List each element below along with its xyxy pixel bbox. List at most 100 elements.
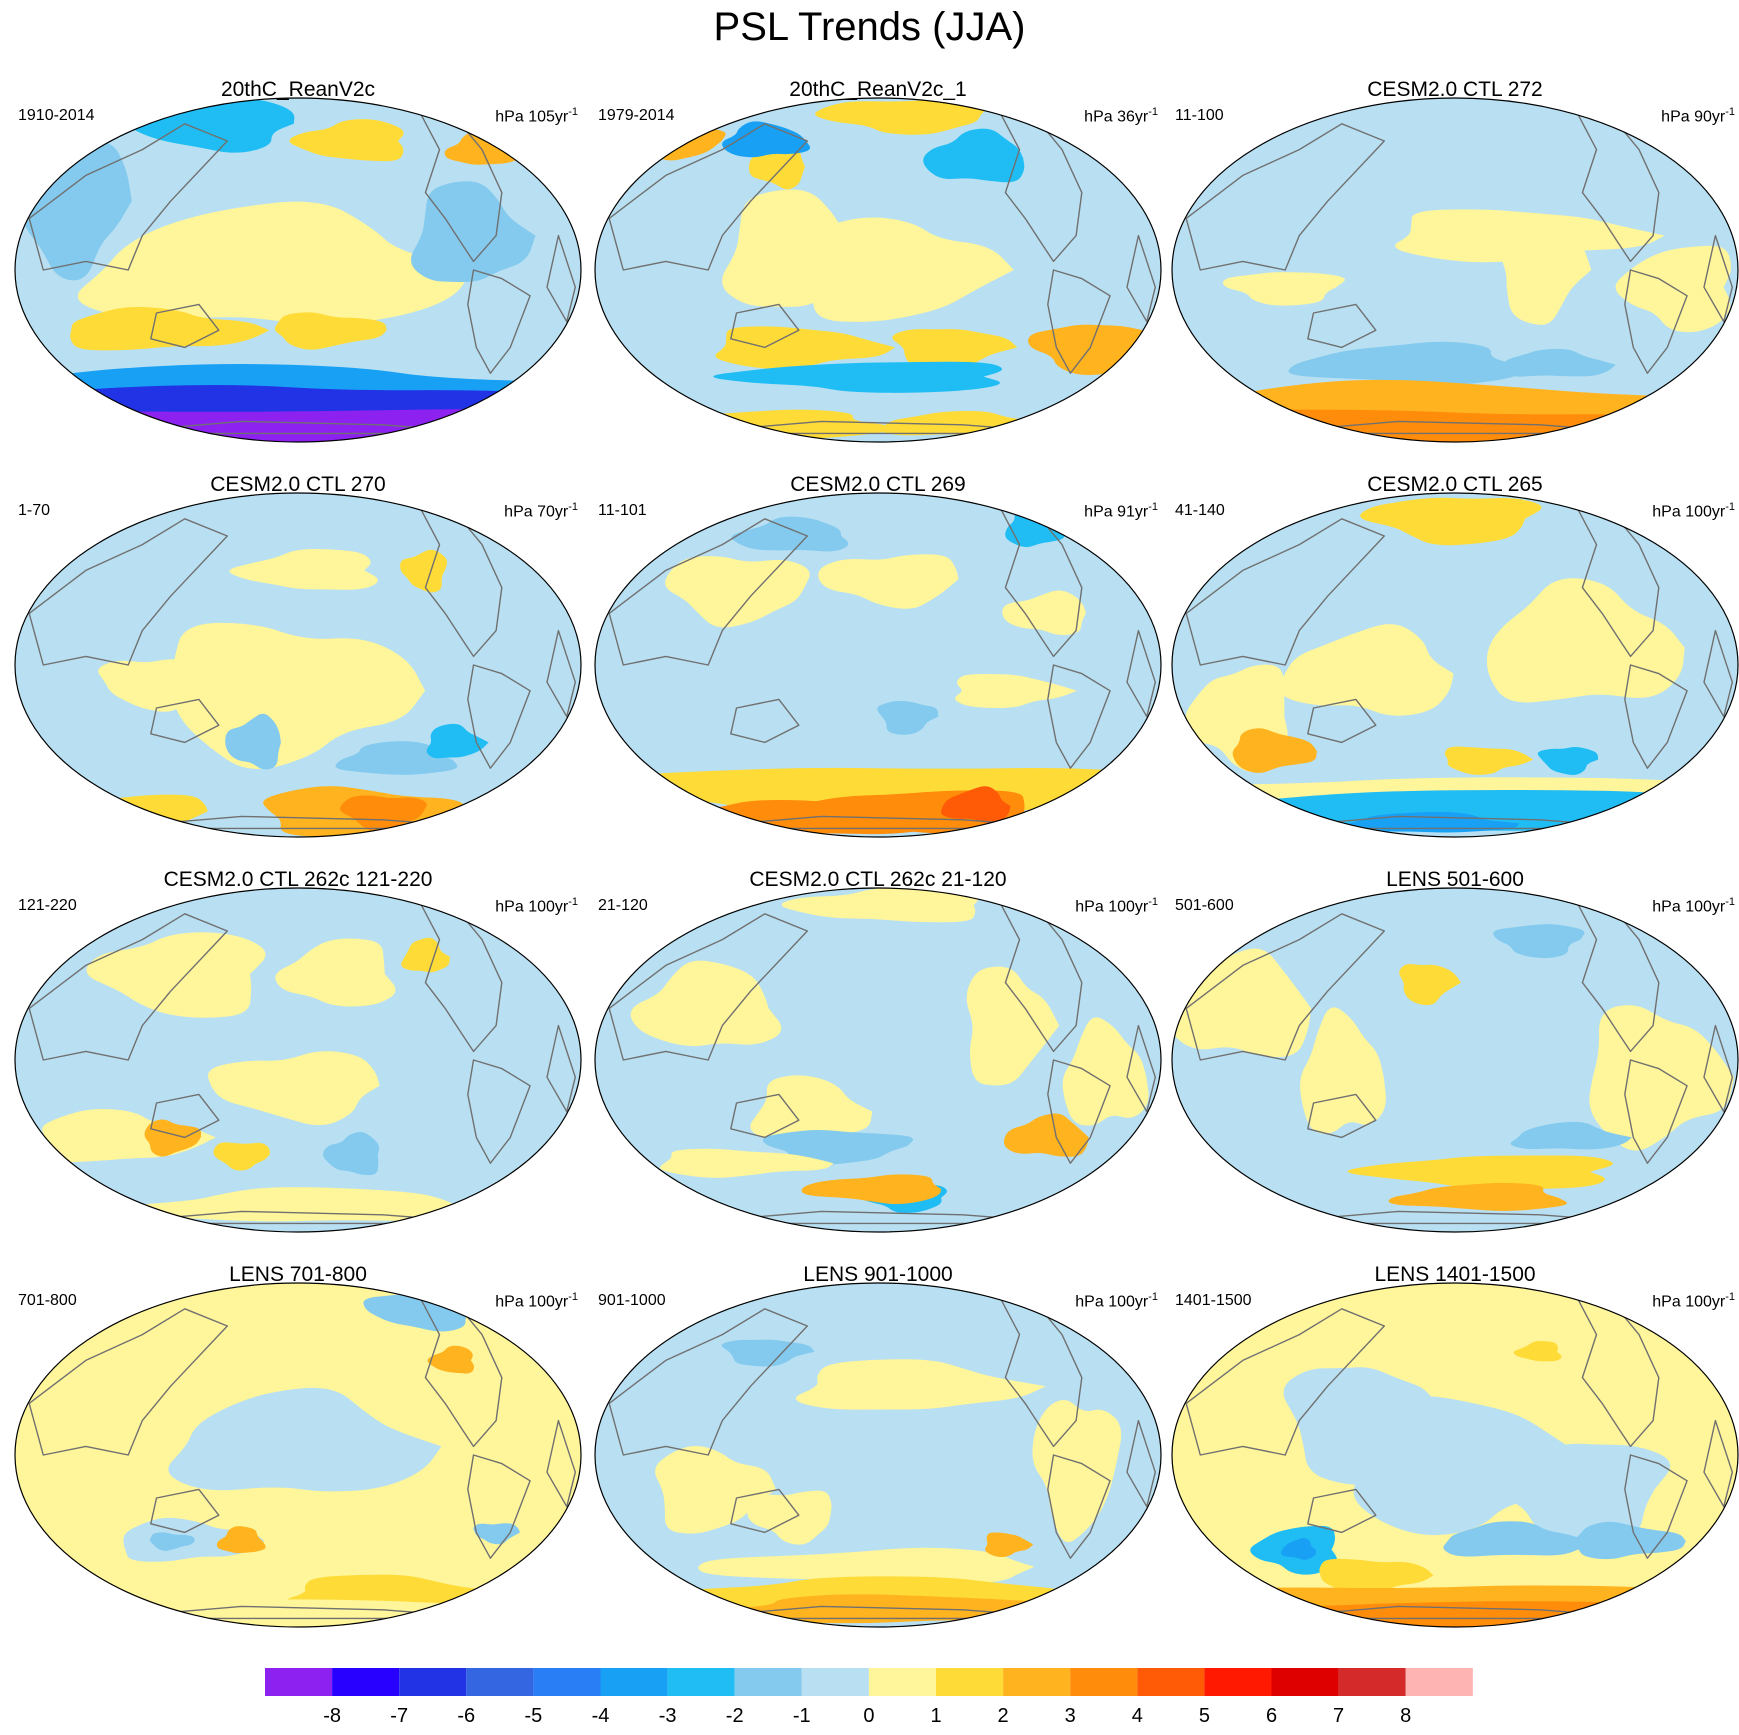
panel-title: LENS 701-800 [229, 1263, 367, 1286]
colorbar-tick-label: 0 [863, 1705, 874, 1727]
coastline [1126, 1419, 1156, 1508]
colorbar-swatch [1137, 1668, 1205, 1696]
psl-trend-contour [125, 1187, 488, 1222]
coastline [467, 1454, 531, 1559]
panel-units-text: hPa 91yr [1084, 503, 1149, 521]
panel-units: hPa 100yr-1 [495, 1287, 578, 1312]
psl-trend-contour [1486, 578, 1685, 703]
coastline [1185, 913, 1385, 1061]
psl-trend-contour [1347, 1155, 1613, 1190]
panel-units-exponent: -1 [1148, 106, 1158, 118]
colorbar-tick-label: 1 [930, 1705, 941, 1727]
coastlines [608, 895, 1156, 1225]
coastlines [28, 105, 576, 435]
panel-units-exponent: -1 [1148, 896, 1158, 908]
map-panel: LENS 901-1000 901-1000 hPa 100yr-1 [588, 1263, 1168, 1658]
coastline [1703, 1024, 1733, 1113]
panel-units: hPa 100yr-1 [1652, 892, 1735, 917]
psl-trend-contour [1336, 811, 1519, 833]
map-plot [14, 492, 582, 838]
map-panel: CESM2.0 CTL 262c 21-120 21-120 hPa 100yr-1 [588, 868, 1168, 1263]
map-border [14, 1282, 582, 1628]
panel-units-text: hPa 100yr [1075, 1293, 1149, 1311]
psl-trend-contour [781, 888, 978, 923]
coastlines [28, 500, 576, 830]
coastlines [1185, 105, 1733, 435]
coastline [546, 1419, 576, 1508]
psl-trend-contour [86, 932, 266, 1018]
map-field [15, 493, 581, 837]
psl-trend-contour [1003, 1113, 1089, 1157]
psl-trend-contour [1319, 1558, 1434, 1595]
panel-period: 901-1000 [598, 1292, 666, 1309]
psl-trend-contour [715, 326, 896, 369]
colorbar-swatch [667, 1668, 735, 1696]
psl-trend-contour [1399, 963, 1461, 1006]
colorbar-tick-label: 5 [1199, 1705, 1210, 1727]
map-plot [594, 1282, 1162, 1628]
coastline [608, 1308, 808, 1456]
coastline [996, 500, 1083, 658]
coastline [1573, 1290, 1660, 1448]
psl-trend-contour [659, 1148, 834, 1178]
coastline [416, 1290, 503, 1448]
panel-units-text: hPa 36yr [1084, 108, 1149, 126]
colorbar-swatch [1271, 1668, 1339, 1696]
psl-trend-contour [411, 181, 536, 282]
map-plot [1171, 1282, 1739, 1628]
coastline [1703, 629, 1733, 718]
coastline [1307, 303, 1377, 349]
colorbar-swatch [1338, 1668, 1406, 1696]
map-border [1171, 887, 1739, 1233]
panel-units: hPa 70yr-1 [504, 497, 578, 522]
coastline [679, 1605, 1077, 1620]
coastline [99, 1210, 497, 1225]
coastline [1703, 1419, 1733, 1508]
panel-period: 1910-2014 [18, 107, 95, 124]
psl-trend-contour [1232, 728, 1317, 773]
panel-units-text: hPa 70yr [504, 503, 569, 521]
coastline [679, 815, 1077, 830]
colorbar-tick-label: -5 [525, 1705, 543, 1727]
panel-units-text: hPa 100yr [1652, 1293, 1726, 1311]
colorbar-swatch [533, 1668, 601, 1696]
psl-trend-contour [698, 1547, 1035, 1586]
coastline [28, 518, 228, 666]
psl-trend-contour [801, 217, 1014, 322]
psl-trend-contour [892, 329, 1018, 370]
map-plot [14, 97, 582, 443]
psl-trend-contour [1062, 1017, 1149, 1126]
psl-trend-contour [625, 409, 888, 439]
panel-units-exponent: -1 [1725, 106, 1735, 118]
map-plot [1171, 97, 1739, 443]
map-border [594, 887, 1162, 1233]
map-field [595, 493, 1161, 837]
coastline [730, 1488, 800, 1534]
coastline [150, 303, 220, 349]
coastline [1573, 895, 1660, 1053]
psl-trend-contour [966, 966, 1060, 1086]
psl-trend-contour [426, 723, 489, 759]
map-field [595, 888, 1161, 1232]
psl-trend-contour [289, 119, 404, 162]
psl-trend-contour [1487, 1443, 1671, 1545]
psl-trend-contour [722, 121, 811, 158]
coastline [1307, 1488, 1377, 1534]
panel-period: 1979-2014 [598, 107, 675, 124]
map-field [1172, 493, 1738, 837]
psl-trend-contour [323, 1132, 380, 1176]
map-panel: CESM2.0 CTL 265 41-140 hPa 100yr-1 [1165, 473, 1739, 868]
map-panel: CESM2.0 CTL 272 11-100 hPa 90yr-1 [1165, 78, 1739, 473]
psl-trend-contour [750, 1075, 873, 1144]
panel-units: hPa 100yr-1 [1075, 892, 1158, 917]
map-border [1171, 97, 1739, 443]
psl-trend-contour [213, 1142, 270, 1171]
coastline [546, 629, 576, 718]
coastline [28, 1308, 228, 1456]
colorbar-swatch [600, 1668, 668, 1696]
panel-units: hPa 91yr-1 [1084, 497, 1158, 522]
psl-trend-contour [1032, 1400, 1122, 1543]
psl-trend-contour [274, 312, 387, 350]
colorbar-tick-label: 6 [1266, 1705, 1277, 1727]
map-field [595, 1283, 1161, 1627]
